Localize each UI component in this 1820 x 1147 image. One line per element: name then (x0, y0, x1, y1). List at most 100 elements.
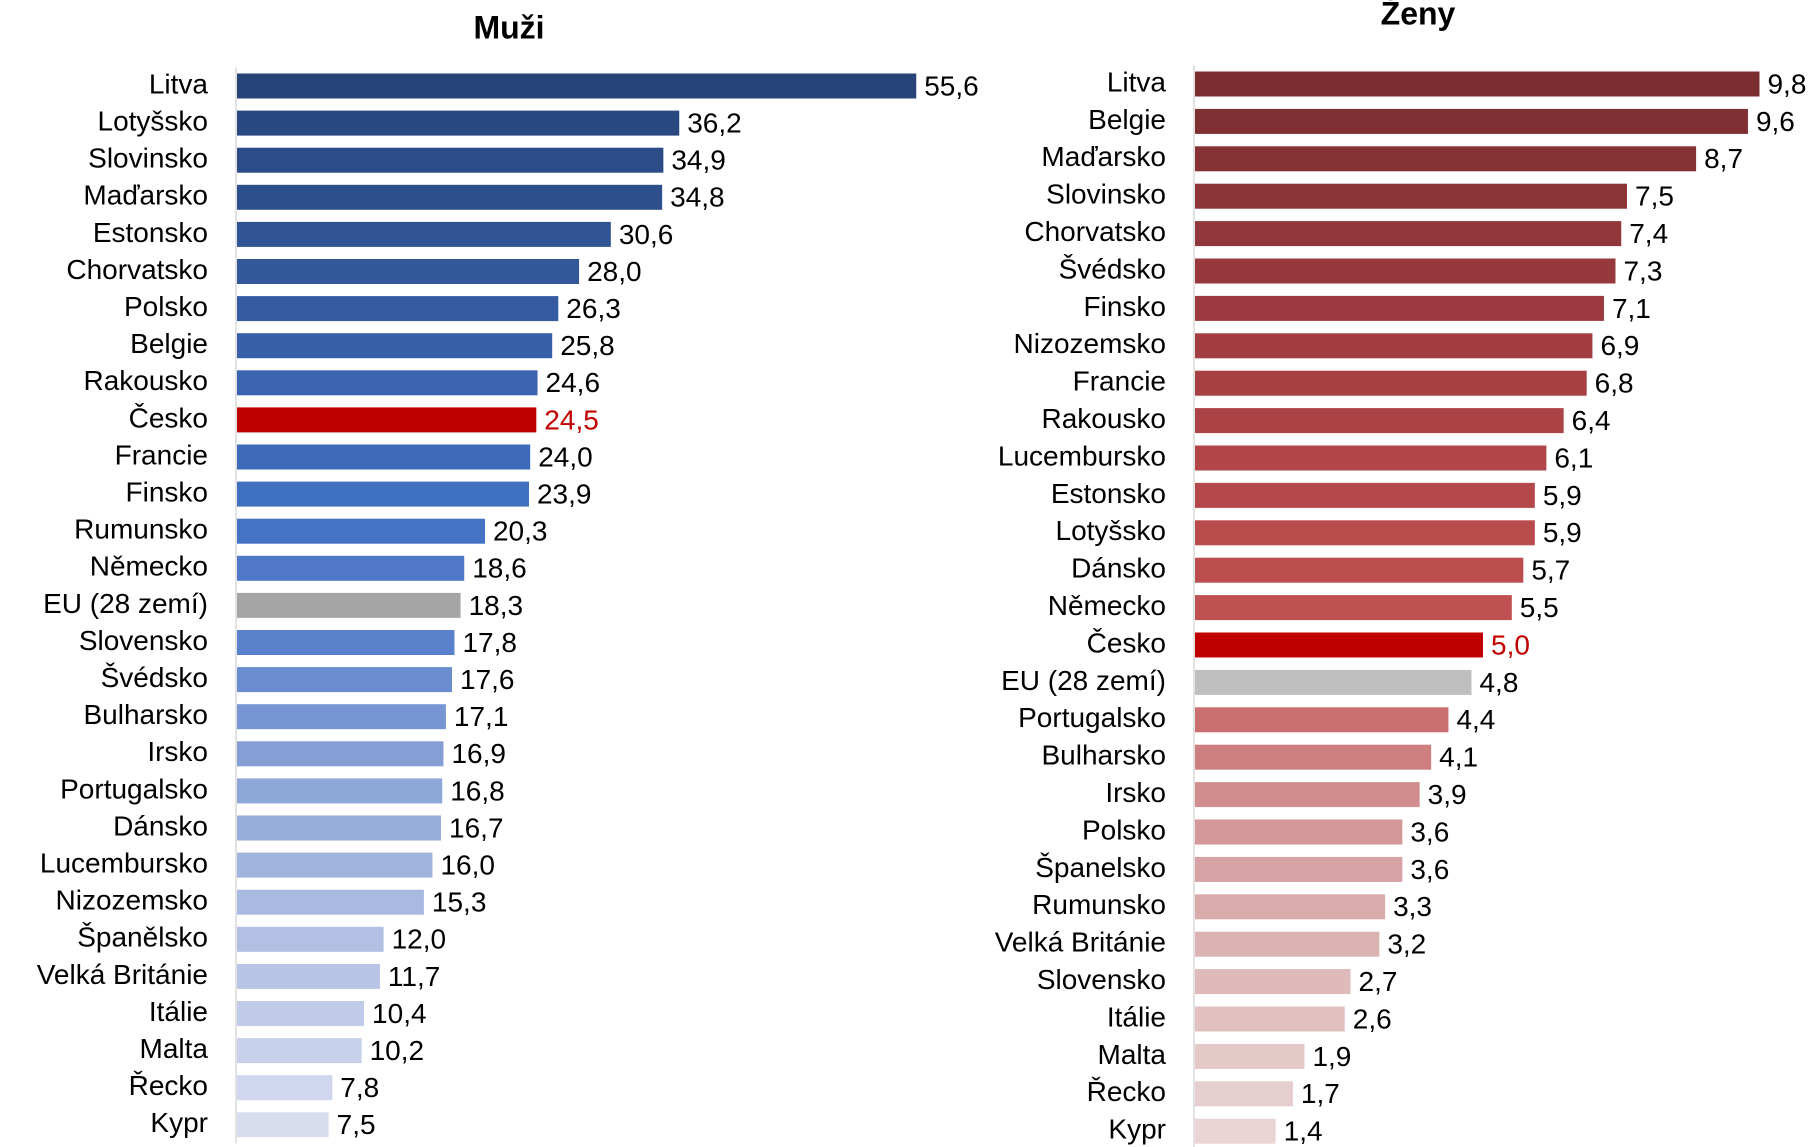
category-label: Rakousko (83, 365, 208, 396)
bar (1195, 221, 1622, 247)
chart-title: Ženy (1381, 0, 1456, 31)
bar (237, 407, 537, 433)
category-label: Irsko (1105, 777, 1166, 808)
value-label: 34,8 (670, 182, 725, 213)
bar (1195, 856, 1403, 882)
bar (1195, 71, 1760, 97)
value-label: 24,6 (546, 367, 601, 398)
bar (1195, 819, 1403, 845)
value-label: 3,6 (1410, 816, 1449, 847)
value-label: 17,6 (460, 664, 514, 695)
value-label: 16,0 (440, 849, 495, 880)
value-label: 25,8 (560, 330, 615, 361)
value-label: 16,9 (451, 738, 506, 769)
bar (237, 73, 917, 99)
value-label: 5,9 (1543, 480, 1582, 511)
category-label: EU (28 zemí) (43, 588, 208, 619)
category-label: Slovensko (79, 625, 208, 656)
bar (1195, 595, 1512, 621)
value-label: 6,8 (1595, 368, 1634, 399)
bar (237, 110, 680, 136)
value-label: 4,4 (1456, 704, 1495, 735)
value-label: 28,0 (587, 256, 642, 287)
category-label: Řecko (129, 1070, 208, 1101)
value-label: 5,7 (1531, 555, 1570, 586)
category-label: Kypr (150, 1107, 208, 1138)
value-label: 5,5 (1520, 592, 1559, 623)
category-label: Slovensko (1037, 964, 1166, 995)
category-label: Německo (1048, 590, 1166, 621)
bar (237, 518, 485, 544)
category-label: Velká Británie (995, 927, 1166, 958)
category-label: Irsko (147, 736, 208, 767)
value-label: 7,1 (1612, 293, 1651, 324)
value-label: 36,2 (687, 107, 742, 138)
category-label: Malta (1098, 1039, 1167, 1070)
value-label: 30,6 (619, 219, 674, 250)
value-label: 1,9 (1312, 1041, 1351, 1072)
value-label: 7,4 (1629, 218, 1668, 249)
bar (1195, 408, 1564, 434)
category-label: Finsko (126, 476, 208, 507)
bar (1195, 632, 1483, 658)
bar (237, 963, 380, 989)
category-label: Švédsko (1059, 253, 1166, 284)
category-label: Nizozemsko (1014, 328, 1166, 359)
category-label: Estonsko (1051, 478, 1166, 509)
bar (1195, 520, 1535, 546)
bar (1195, 108, 1748, 134)
value-label: 11,7 (388, 961, 440, 992)
category-label: Itálie (149, 996, 208, 1027)
bar (237, 444, 531, 470)
value-label: 4,8 (1479, 667, 1518, 698)
value-label: 3,9 (1428, 779, 1467, 810)
value-label: 10,2 (370, 1035, 425, 1066)
value-label: 8,7 (1704, 143, 1743, 174)
category-label: Rumunsko (1032, 889, 1166, 920)
bar (1195, 183, 1627, 209)
bar (1195, 1118, 1276, 1144)
category-label: Česko (1087, 627, 1166, 658)
value-label: 17,1 (454, 701, 509, 732)
bar (1195, 782, 1420, 808)
bar (237, 926, 384, 952)
bar (237, 221, 611, 247)
value-label: 34,9 (671, 145, 726, 176)
category-label: Itálie (1107, 1001, 1166, 1032)
bar (1195, 557, 1524, 583)
category-label: Maďarsko (1041, 141, 1166, 172)
bar (1195, 146, 1697, 172)
category-label: Švédsko (101, 662, 208, 693)
category-label: Belgie (1088, 104, 1166, 135)
bar (1195, 744, 1432, 770)
category-label: Velká Británie (37, 959, 208, 990)
bar (1195, 258, 1616, 284)
category-label: Portugalsko (1018, 702, 1166, 733)
bar (237, 1112, 329, 1138)
value-label: 17,8 (462, 627, 517, 658)
category-label: Maďarsko (83, 180, 208, 211)
value-label: 16,7 (449, 812, 504, 843)
bar (237, 630, 455, 655)
bar (237, 592, 461, 618)
bar (1195, 370, 1587, 396)
value-label: 23,9 (537, 478, 592, 509)
category-label: Česko (129, 402, 208, 433)
bar (1195, 669, 1472, 695)
bar (237, 296, 559, 322)
category-label: Belgie (130, 328, 208, 359)
bar (1195, 482, 1535, 508)
value-label: 26,3 (566, 293, 621, 324)
bar (237, 815, 442, 841)
value-label: 9,8 (1767, 68, 1806, 99)
category-label: Polsko (1082, 814, 1166, 845)
category-label: Finsko (1084, 291, 1166, 322)
bar (237, 852, 433, 878)
bar (237, 184, 663, 210)
value-label: 15,3 (432, 887, 487, 918)
value-label: 20,3 (493, 516, 547, 547)
value-label: 7,5 (337, 1109, 376, 1140)
bar (1195, 295, 1604, 321)
category-label: Portugalsko (60, 773, 208, 804)
